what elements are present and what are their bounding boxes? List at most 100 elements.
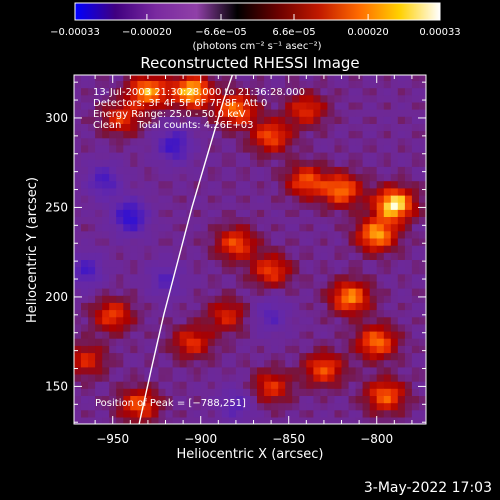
heatmap-cell bbox=[102, 166, 110, 175]
heatmap-cell bbox=[214, 388, 223, 396]
heatmap-cell bbox=[292, 230, 300, 239]
heatmap-cell bbox=[411, 101, 420, 110]
heatmap-cell bbox=[221, 330, 230, 339]
heatmap-cell bbox=[404, 130, 413, 139]
heatmap-cell bbox=[243, 266, 251, 275]
heatmap-cell bbox=[200, 209, 209, 217]
heatmap-cell bbox=[271, 187, 279, 196]
heatmap-cell bbox=[362, 359, 371, 368]
heatmap-cell bbox=[228, 280, 237, 289]
heatmap-cell bbox=[200, 381, 209, 389]
heatmap-cell bbox=[390, 252, 399, 260]
heatmap-cell bbox=[144, 323, 152, 332]
heatmap-cell bbox=[95, 216, 103, 225]
heatmap-cell bbox=[306, 87, 314, 96]
heatmap-cell bbox=[144, 409, 152, 418]
heatmap-cell bbox=[250, 288, 258, 296]
heatmap-cell bbox=[334, 302, 343, 311]
heatmap-cell bbox=[292, 144, 300, 153]
heatmap-cell bbox=[179, 173, 188, 182]
heatmap-cell bbox=[130, 345, 138, 354]
heatmap-cell bbox=[200, 373, 209, 382]
heatmap-cell bbox=[214, 245, 223, 253]
heatmap-cell bbox=[320, 295, 328, 303]
heatmap-cell bbox=[228, 338, 237, 346]
heatmap-cell bbox=[116, 109, 124, 117]
heatmap-cell bbox=[257, 94, 265, 103]
heatmap-cell bbox=[214, 116, 223, 124]
heatmap-cell bbox=[257, 166, 265, 175]
heatmap-cell bbox=[102, 209, 110, 217]
heatmap-cell bbox=[285, 288, 293, 296]
heatmap-cell bbox=[313, 366, 321, 375]
heatmap-cell bbox=[285, 109, 293, 117]
heatmap-cell bbox=[81, 130, 89, 139]
heatmap-cell bbox=[95, 152, 103, 160]
heatmap-cell bbox=[341, 381, 350, 389]
heatmap-cell bbox=[221, 173, 230, 182]
heatmap-cell bbox=[355, 381, 364, 389]
heatmap-cell bbox=[278, 316, 286, 325]
heatmap-cell bbox=[327, 180, 335, 189]
heatmap-cell bbox=[341, 159, 350, 167]
heatmap-cell bbox=[228, 123, 237, 132]
heatmap-cell bbox=[95, 295, 103, 303]
heatmap-layer bbox=[74, 75, 426, 424]
heatmap-cell bbox=[271, 352, 279, 361]
heatmap-cell bbox=[383, 330, 392, 339]
heatmap-cell bbox=[243, 402, 251, 411]
heatmap-cell bbox=[327, 237, 335, 246]
heatmap-cell bbox=[165, 352, 174, 361]
heatmap-cell bbox=[172, 259, 181, 268]
heatmap-cell bbox=[411, 166, 420, 175]
heatmap-cell bbox=[193, 381, 202, 389]
heatmap-cell bbox=[179, 216, 188, 225]
heatmap-cell bbox=[123, 395, 131, 404]
heatmap-cell bbox=[348, 173, 357, 182]
heatmap-cell bbox=[109, 230, 117, 239]
heatmap-cell bbox=[348, 338, 357, 346]
heatmap-cell bbox=[109, 87, 117, 96]
heatmap-cell bbox=[369, 252, 378, 260]
heatmap-cell bbox=[130, 245, 138, 253]
heatmap-cell bbox=[278, 345, 286, 354]
heatmap-cell bbox=[109, 409, 117, 418]
heatmap-cell bbox=[264, 280, 272, 289]
heatmap-cell bbox=[397, 280, 406, 289]
heatmap-cell bbox=[383, 87, 392, 96]
heatmap-cell bbox=[271, 123, 279, 132]
heatmap-cell bbox=[151, 259, 159, 268]
heatmap-cell bbox=[74, 302, 82, 311]
heatmap-cell bbox=[397, 330, 406, 339]
heatmap-cell bbox=[285, 87, 293, 96]
heatmap-cell bbox=[123, 373, 131, 382]
heatmap-cell bbox=[299, 352, 307, 361]
heatmap-cell bbox=[158, 416, 167, 424]
heatmap-cell bbox=[334, 259, 343, 268]
heatmap-cell bbox=[334, 180, 343, 189]
heatmap-cell bbox=[327, 173, 335, 182]
heatmap-cell bbox=[102, 123, 110, 132]
heatmap-cell bbox=[404, 187, 413, 196]
heatmap-cell bbox=[116, 302, 124, 311]
heatmap-cell bbox=[214, 280, 223, 289]
heatmap-cell bbox=[390, 381, 399, 389]
heatmap-cell bbox=[355, 166, 364, 175]
y-tick-label: 150 bbox=[45, 379, 68, 393]
heatmap-cell bbox=[95, 373, 103, 382]
heatmap-cell bbox=[179, 402, 188, 411]
heatmap-cell bbox=[411, 94, 420, 103]
heatmap-cell bbox=[264, 295, 272, 303]
heatmap-cell bbox=[243, 381, 251, 389]
heatmap-cell bbox=[327, 123, 335, 132]
heatmap-cell bbox=[257, 330, 265, 339]
heatmap-cell bbox=[186, 309, 195, 318]
heatmap-cell bbox=[221, 137, 230, 146]
heatmap-cell bbox=[404, 75, 413, 81]
heatmap-cell bbox=[419, 366, 426, 375]
heatmap-cell bbox=[285, 252, 293, 260]
heatmap-cell bbox=[404, 87, 413, 96]
heatmap-cell bbox=[88, 345, 96, 354]
heatmap-cell bbox=[186, 416, 195, 424]
heatmap-cell bbox=[123, 223, 131, 232]
